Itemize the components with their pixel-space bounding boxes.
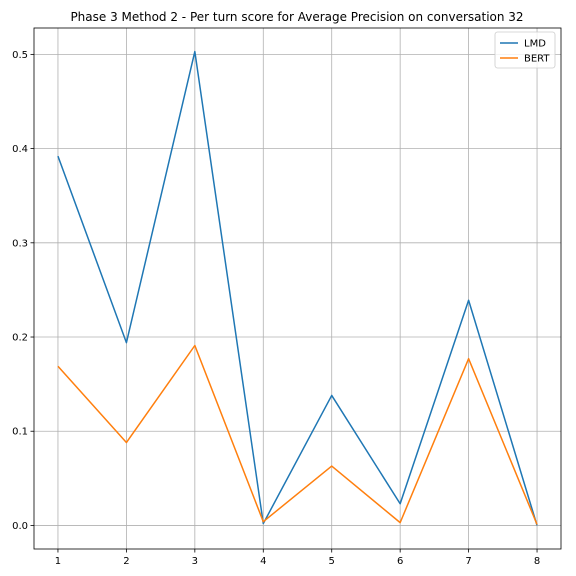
y-tick-label: 0.1 [12,427,28,438]
legend-label-lmd: LMD [524,39,546,50]
legend: LMD BERT [494,31,556,69]
x-tick-label: 2 [123,556,129,567]
x-tick-label: 3 [192,556,198,567]
plot-frame [33,27,562,550]
legend-label-bert: BERT [524,54,550,65]
series-lines [57,50,538,526]
y-tick-label: 0.4 [12,144,28,155]
legend-box [494,31,556,69]
y-tick-label: 0.3 [12,238,28,249]
series-line-lmd [57,50,538,526]
grid [34,28,561,549]
x-tick-label: 4 [260,556,266,567]
chart-title: Phase 3 Method 2 - Per turn score for Av… [70,10,523,24]
x-tick-label: 1 [55,556,61,567]
y-tick-label: 0.0 [12,521,28,532]
x-tick-label: 8 [534,556,540,567]
series-line-bert [57,344,538,525]
x-tick-label: 7 [465,556,471,567]
y-tick-label: 0.2 [12,333,28,344]
axis-ticks: 1 2 3 4 5 6 7 8 0.0 0.1 0.2 0.3 0.4 0.5 [12,50,540,567]
x-tick-label: 6 [397,556,403,567]
y-tick-label: 0.5 [12,50,28,61]
x-tick-label: 5 [329,556,335,567]
